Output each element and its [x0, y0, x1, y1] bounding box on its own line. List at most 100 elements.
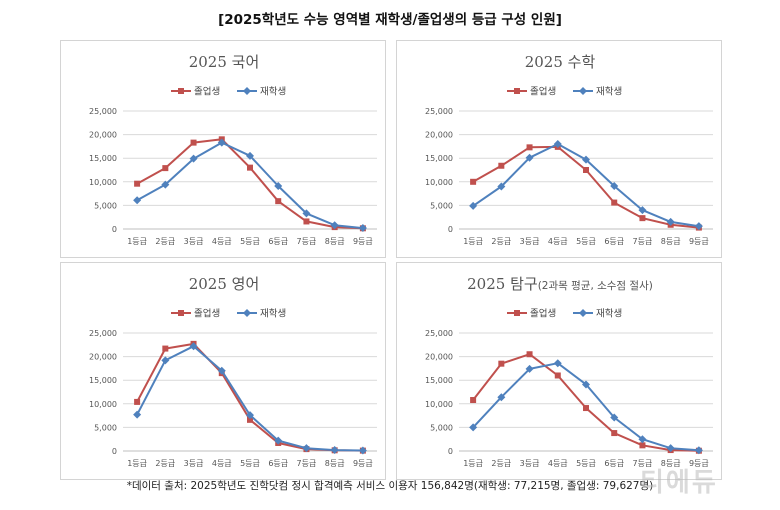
data-point-current: [161, 356, 170, 365]
data-point-graduate: [611, 430, 618, 437]
legend-marker: [178, 88, 184, 94]
y-tick-label: 0: [112, 447, 117, 456]
data-point-current: [358, 224, 367, 233]
y-tick-label: 25,000: [89, 107, 117, 116]
x-tick-label: 5등급: [576, 459, 596, 468]
y-tick-label: 10,000: [425, 400, 453, 409]
data-point-graduate: [190, 139, 197, 146]
legend-label: 졸업생: [530, 308, 556, 320]
data-point-graduate: [303, 218, 310, 225]
data-point-current: [582, 155, 590, 164]
x-tick-label: 5등급: [240, 459, 260, 468]
data-point-current: [497, 182, 506, 191]
data-point-current: [274, 436, 283, 445]
data-point-current: [553, 140, 562, 149]
chart-title: 2025 국어: [189, 53, 260, 71]
x-tick-label: 4등급: [212, 237, 232, 246]
chart-panel-math: 2025 수학 졸업생 재학생 0 5,000 10,000 15,000 20,000 25,…: [396, 40, 722, 258]
data-point-current: [246, 411, 254, 420]
y-tick-label: 25,000: [425, 329, 453, 338]
data-point-current: [217, 366, 226, 375]
x-tick-label: 9등급: [689, 237, 709, 246]
x-tick-label: 9등급: [353, 237, 373, 246]
legend-marker: [243, 87, 251, 95]
x-tick-label: 8등급: [325, 237, 345, 246]
legend-marker: [579, 309, 587, 317]
data-point-graduate: [134, 180, 141, 187]
data-point-current: [694, 222, 703, 231]
data-point-graduate: [275, 198, 282, 205]
x-tick-label: 7등급: [633, 459, 653, 468]
data-point-current: [133, 196, 142, 205]
x-tick-label: 4등급: [548, 459, 568, 468]
page-title: [2025학년도 수능 영역별 재학생/졸업생의 등급 구성 인원]: [218, 12, 562, 28]
chart-legend: 졸업생 재학생: [507, 86, 622, 98]
y-tick-label: 15,000: [89, 154, 117, 163]
y-tick-label: 5,000: [430, 201, 453, 210]
chart-svg: 2025 탐구(2과목 평균, 소수점 절사) 졸업생 재학생 0 5,000 10,00…: [425, 275, 713, 468]
data-point-graduate: [639, 442, 646, 449]
x-tick-label: 6등급: [268, 459, 288, 468]
y-tick-label: 15,000: [89, 376, 117, 385]
data-point-graduate: [470, 397, 477, 404]
data-point-current: [638, 206, 647, 215]
y-tick-label: 25,000: [425, 107, 453, 116]
data-point-graduate: [583, 167, 589, 173]
data-point-current: [525, 153, 534, 162]
data-point-current: [358, 446, 367, 455]
x-tick-label: 7등급: [297, 459, 317, 468]
x-tick-label: 4등급: [548, 237, 568, 246]
legend-label: 재학생: [260, 87, 286, 98]
x-tick-label: 2등급: [155, 237, 175, 246]
chart-title: 2025 영어: [189, 275, 260, 293]
x-tick-label: 7등급: [297, 237, 317, 246]
legend-label: 졸업생: [194, 308, 220, 320]
data-point-graduate: [639, 215, 646, 222]
footnote: *데이터 출처: 2025학년도 진학닷컴 정시 합격예측 서비스 이용자 15…: [126, 480, 654, 492]
data-point-graduate: [611, 199, 618, 206]
data-point-current: [469, 423, 478, 432]
x-tick-label: 3등급: [520, 459, 540, 468]
x-tick-label: 6등급: [268, 237, 288, 246]
legend-marker: [243, 309, 251, 317]
y-tick-label: 5,000: [94, 201, 117, 210]
chart-legend: 졸업생 재학생: [171, 308, 286, 320]
data-point-graduate: [498, 360, 505, 367]
x-tick-label: 5등급: [240, 237, 260, 246]
y-tick-label: 5,000: [94, 423, 117, 432]
data-point-current: [666, 444, 675, 453]
data-point-graduate: [583, 405, 589, 412]
data-point-graduate: [162, 345, 169, 352]
chart-title: 2025 수학: [525, 53, 596, 71]
y-tick-label: 0: [112, 225, 117, 234]
x-tick-label: 9등급: [353, 459, 373, 468]
legend-label: 졸업생: [530, 86, 556, 98]
x-tick-label: 4등급: [212, 459, 232, 468]
data-point-graduate: [526, 351, 533, 358]
y-tick-label: 20,000: [425, 131, 453, 140]
data-point-current: [497, 393, 506, 402]
y-tick-label: 25,000: [89, 329, 117, 338]
y-tick-label: 20,000: [89, 131, 117, 140]
data-point-current: [133, 410, 142, 419]
series-line-graduate: [472, 353, 699, 452]
chart-panel-english: 2025 영어 졸업생 재학생 0 5,000 10,000 15,000 20,000 25,…: [60, 262, 386, 480]
y-tick-label: 10,000: [425, 178, 453, 187]
data-point-current: [274, 182, 283, 191]
data-point-current: [217, 138, 226, 147]
x-tick-label: 7등급: [633, 237, 653, 246]
data-point-graduate: [162, 165, 169, 172]
legend-label: 재학생: [596, 87, 622, 98]
y-tick-label: 15,000: [425, 376, 453, 385]
x-tick-label: 3등급: [184, 237, 204, 246]
legend-marker: [514, 88, 520, 94]
x-tick-label: 6등급: [604, 459, 624, 468]
data-point-graduate: [526, 144, 533, 151]
series-line-current: [136, 345, 363, 452]
data-point-graduate: [498, 162, 505, 169]
data-point-current: [638, 435, 647, 444]
data-point-current: [666, 217, 675, 226]
data-point-graduate: [247, 416, 253, 423]
